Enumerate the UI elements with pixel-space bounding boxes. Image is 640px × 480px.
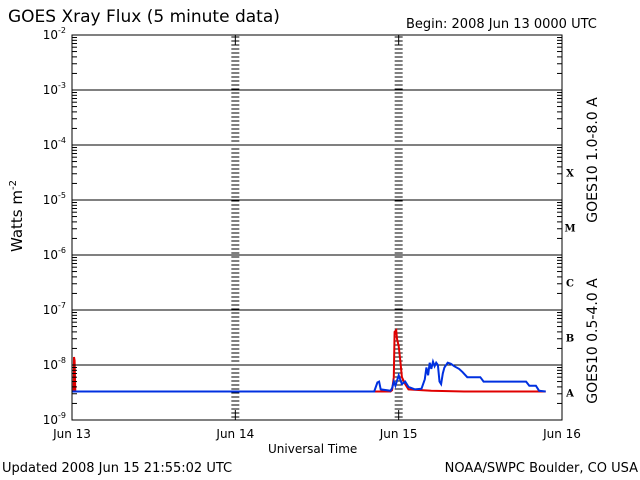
series-line-2: [72, 358, 546, 393]
y-tick-label: 10-8: [43, 356, 66, 372]
legend-series-1: GOES10 1.0-8.0 A: [585, 97, 601, 223]
y-tick-base: 10: [43, 83, 58, 97]
y-tick-exponent: -7: [58, 301, 66, 310]
series-line-1: [72, 327, 546, 393]
flare-class-B: B: [566, 334, 574, 345]
y-tick-base: 10: [43, 28, 58, 42]
y-axis-label-exponent: -2: [8, 180, 19, 190]
grid-layer: [72, 36, 562, 418]
chart-title: GOES Xray Flux (5 minute data): [8, 7, 280, 27]
x-tick-label: Jun 15: [379, 427, 418, 441]
y-tick-label: 10-5: [43, 191, 66, 207]
series-layer: [72, 327, 546, 393]
flare-class-X: X: [566, 169, 574, 180]
x-tick-label: Jun 14: [215, 427, 254, 441]
y-tick-label: 10-7: [43, 301, 66, 317]
flare-class-M: M: [564, 224, 575, 235]
flare-class-A: A: [565, 389, 574, 400]
y-tick-label: 10-6: [43, 246, 66, 262]
y-tick-exponent: -5: [58, 191, 66, 200]
footer-updated: Updated 2008 Jun 15 21:55:02 UTC: [2, 461, 233, 476]
y-tick-exponent: -6: [58, 246, 66, 255]
flare-class-labels: X M C B A: [564, 169, 575, 400]
y-tick-base: 10: [43, 248, 58, 262]
x-tick-label: Jun 13: [52, 427, 91, 441]
x-axis-label: Universal Time: [268, 442, 358, 456]
y-tick-exponent: -3: [58, 81, 66, 90]
y-tick-exponent: -2: [58, 26, 66, 35]
y-axis-label-text: Watts m: [8, 189, 26, 253]
y-tick-base: 10: [43, 303, 58, 317]
y-tick-base: 10: [43, 193, 58, 207]
y-axis-ticks: 10-910-810-710-610-510-410-310-2: [43, 26, 562, 427]
y-tick-base: 10: [43, 413, 58, 427]
x-tick-label: Jun 16: [542, 427, 581, 441]
y-tick-exponent: -4: [58, 136, 66, 145]
begin-label: Begin: 2008 Jun 13 0000 UTC: [406, 17, 597, 32]
plot-frame: [71, 34, 563, 421]
y-tick-base: 10: [43, 358, 58, 372]
y-tick-exponent: -8: [58, 356, 66, 365]
y-tick-label: 10-2: [43, 26, 66, 42]
y-tick-label: 10-4: [43, 136, 66, 152]
flare-class-C: C: [566, 279, 574, 290]
y-tick-exponent: -9: [58, 411, 66, 420]
y-tick-base: 10: [43, 138, 58, 152]
legend-series-2: GOES10 0.5-4.0 A: [585, 278, 601, 404]
y-tick-label: 10-3: [43, 81, 66, 97]
x-axis-ticks: Jun 13 Jun 14 Jun 15 Jun 16: [52, 35, 581, 441]
y-axis-label: Watts m-2: [8, 176, 28, 256]
footer-source: NOAA/SWPC Boulder, CO USA: [444, 461, 638, 476]
y-tick-label: 10-9: [43, 411, 66, 427]
